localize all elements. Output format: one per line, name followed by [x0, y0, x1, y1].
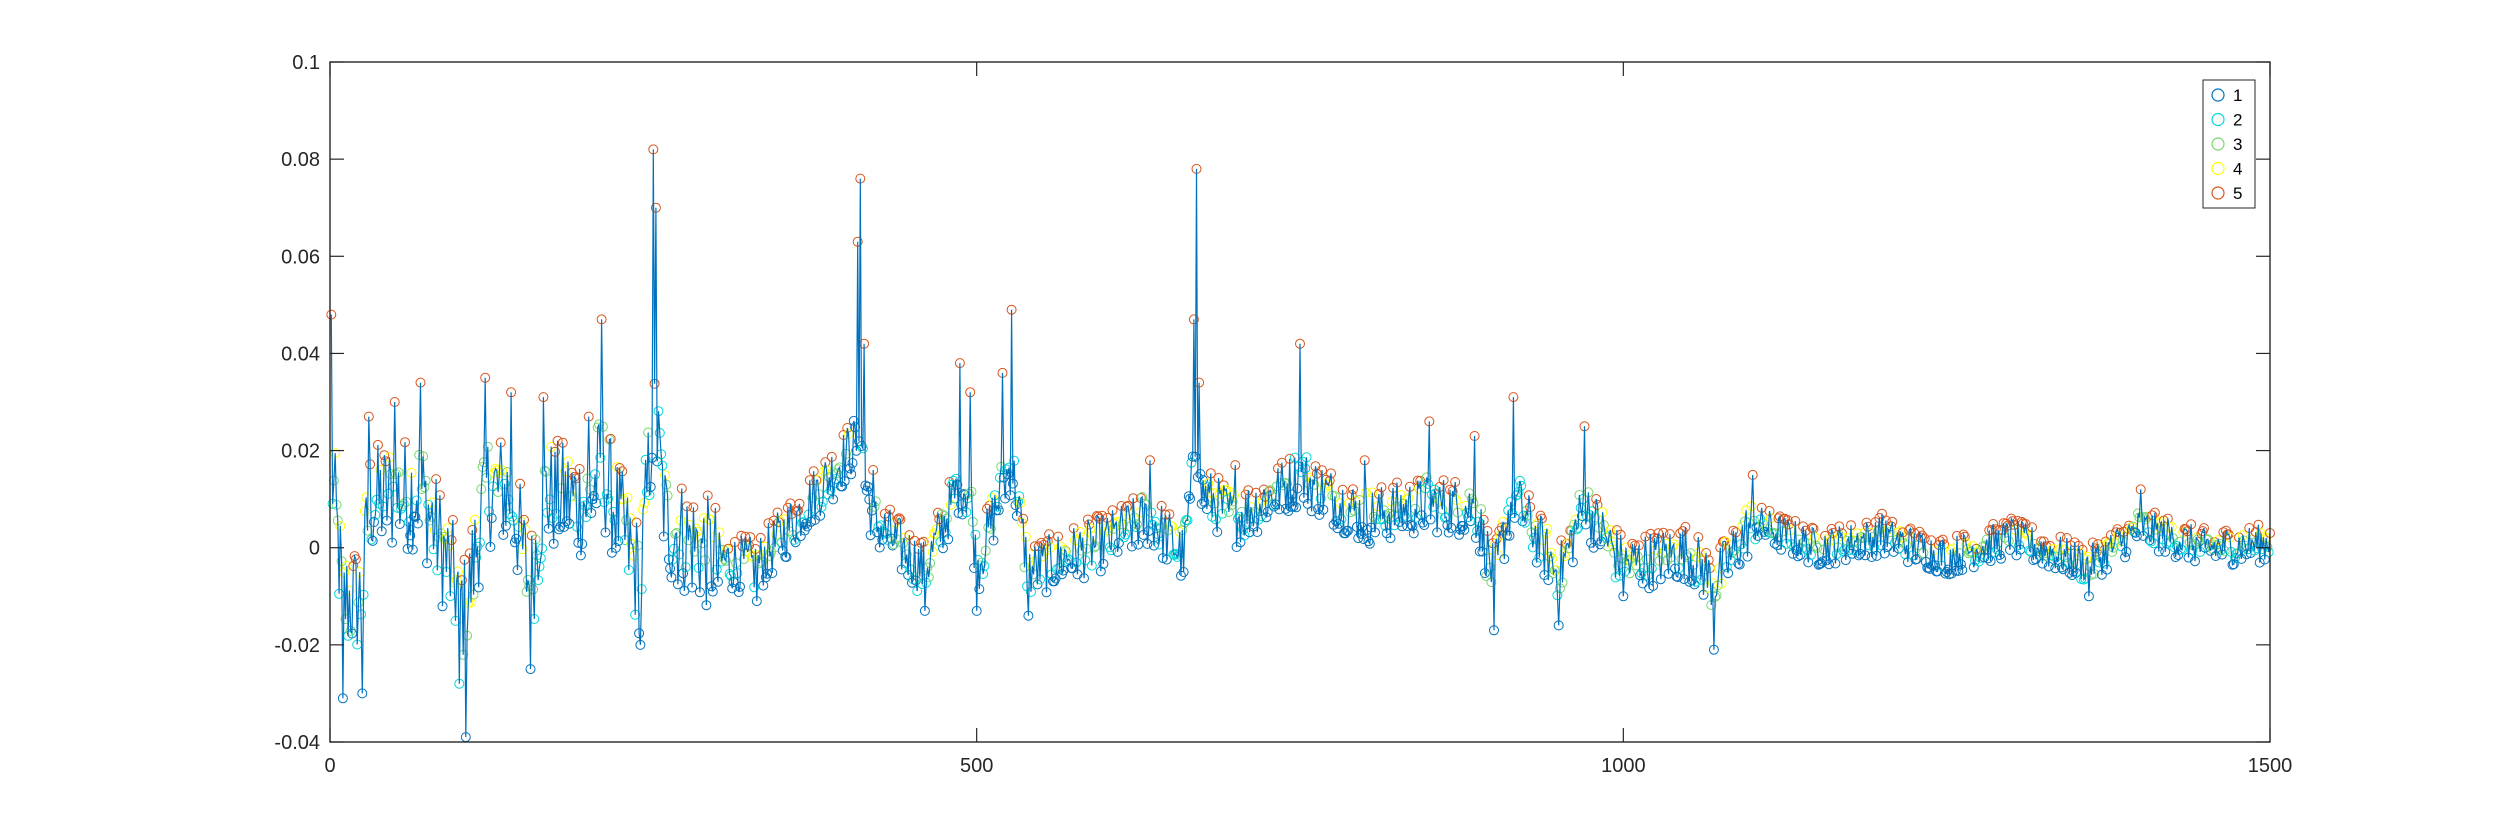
legend-label: 1: [2233, 86, 2242, 105]
data-point-class-2: [1151, 523, 1162, 534]
data-point-class-2: [1169, 549, 1180, 560]
data-point-class-1: [1816, 558, 1827, 569]
data-point-class-5: [793, 505, 804, 516]
data-point-class-5: [1915, 532, 1926, 543]
series-line: [330, 149, 2271, 738]
data-point-class-3: [2206, 539, 2217, 550]
y-tick-label: -0.04: [274, 732, 320, 754]
x-tick-label: 0: [324, 755, 335, 777]
y-tick-label: 0.1: [292, 52, 320, 74]
data-point-class-4: [1545, 547, 1556, 558]
data-point-class-3: [2202, 534, 2213, 545]
data-point-class-1: [1407, 521, 1418, 531]
data-point-class-4: [1323, 480, 1334, 491]
data-point-class-5: [820, 457, 831, 468]
x-tick-label: 1000: [1601, 755, 1646, 777]
data-point-class-5: [2124, 520, 2134, 531]
legend-label: 2: [2233, 111, 2242, 130]
legend-marker-2: [2211, 112, 2225, 127]
x-tick-label: 1500: [2248, 755, 2293, 777]
legend: 1 2 3 4 5: [2202, 79, 2256, 209]
data-point-class-1: [1332, 523, 1343, 534]
data-point-class-5: [894, 513, 905, 524]
data-point-class-1: [2228, 559, 2239, 570]
data-point-class-5: [1783, 519, 1794, 530]
data-point-class-2: [816, 502, 827, 512]
y-axis-ticks: -0.04 -0.02 0 0.02 0.04 0.06 0.08 0.1: [274, 52, 2270, 754]
data-point-class-1: [1733, 558, 1744, 569]
x-axis-ticks: 0 500 1000 1500: [324, 62, 2292, 777]
legend-marker-3: [2211, 137, 2225, 151]
legend-box: [2202, 79, 2256, 209]
data-point-class-3: [2108, 542, 2119, 553]
data-point-class-1: [1340, 528, 1351, 539]
legend-label: 5: [2233, 184, 2242, 203]
legend-label: 4: [2233, 160, 2242, 179]
data-point-class-2: [1518, 510, 1529, 521]
data-point-class-5: [1496, 522, 1507, 533]
y-tick-label: 0.02: [281, 441, 320, 463]
data-point-class-5: [1084, 519, 1095, 530]
data-point-class-5: [1959, 531, 1970, 542]
x-tick-label: 500: [960, 755, 993, 777]
y-tick-label: 0.06: [281, 246, 320, 268]
y-tick-label: 0.04: [281, 343, 320, 365]
data-point-class-4: [1414, 483, 1424, 494]
data-point-class-3: [2046, 550, 2057, 561]
legend-label: 3: [2233, 135, 2242, 154]
data-point-class-2: [1831, 549, 1842, 560]
data-point-class-4: [1961, 538, 1972, 549]
legend-marker-4: [2211, 161, 2225, 176]
data-point-class-4: [1835, 530, 1846, 541]
y-tick-label: 0: [309, 538, 320, 560]
data-point-class-1: [1269, 501, 1280, 512]
legend-marker-5: [2211, 186, 2225, 200]
data-point-class-1: [1760, 529, 1771, 540]
data-point-class-5: [2112, 524, 2123, 535]
y-tick-label: -0.02: [274, 635, 320, 657]
axes-box: [329, 61, 2271, 743]
y-tick-label: 0.08: [281, 149, 320, 171]
legend-marker-1: [2211, 88, 2225, 102]
